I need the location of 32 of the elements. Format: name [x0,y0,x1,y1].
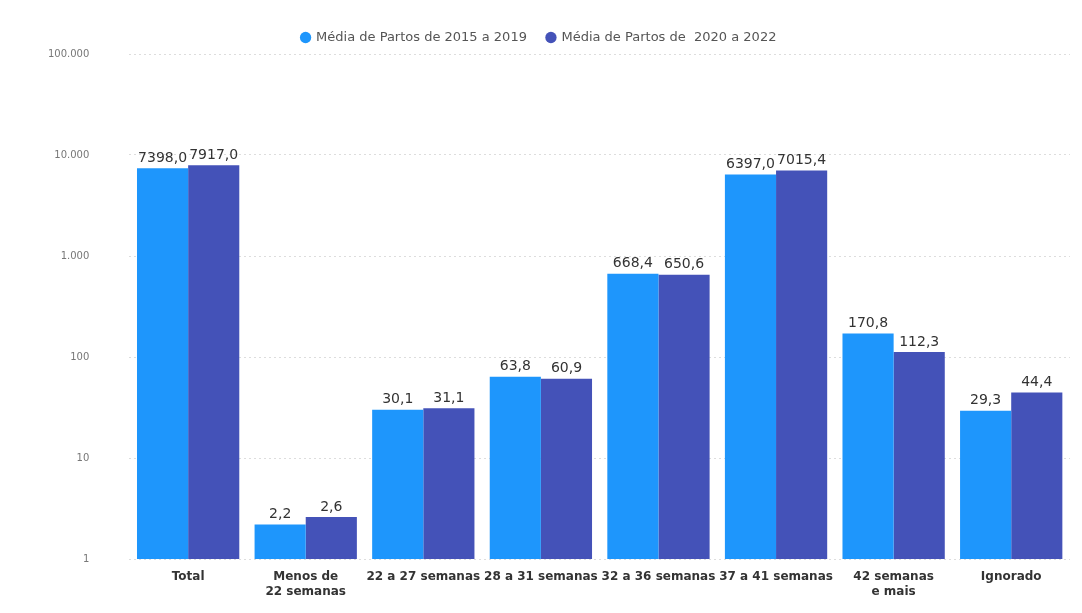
legend-label: Média de Partos de 2015 a 2019 [316,28,527,44]
data-label: 29,3 [970,391,1002,408]
y-tick-label: 100.000 [47,47,90,59]
y-tick-label: 10 [76,451,90,463]
data-label: 668,4 [612,254,654,271]
data-label: 7917,0 [189,145,239,162]
data-label: 31,1 [433,388,465,405]
data-label: 7398,0 [138,148,188,165]
x-tick-label: Total [171,569,205,584]
x-tick-label: 42 semanas e mais [853,569,934,598]
data-label: 650,6 [663,255,705,272]
x-tick-label: Menos de 22 semanas [265,569,346,598]
data-label: 112,3 [899,332,940,349]
y-tick-label: 10.000 [54,148,90,160]
x-tick-label: 22 a 27 semanas [366,569,481,584]
x-tick-label: 37 a 41 semanas [719,569,833,584]
data-label: 30,1 [382,390,414,407]
data-label: 44,4 [1021,373,1053,390]
data-label: 7015,4 [777,151,827,168]
y-tick-label: 1.000 [60,249,90,261]
data-label: 2,6 [320,497,343,514]
legend-label: Média de Partos de 2020 a 2022 [561,28,777,44]
data-label: 60,9 [550,359,583,376]
y-tick-label: 1 [82,552,90,564]
data-label: 63,8 [499,357,531,374]
x-tick-label: Ignorado [980,569,1042,584]
y-tick-label: 100 [70,350,90,362]
data-label: 170,8 [848,314,889,331]
x-tick-label: 32 a 36 semanas [601,569,716,584]
data-label: 2,2 [269,505,292,522]
x-tick-label: 28 a 31 semanas [484,569,598,584]
data-label: 6397,0 [725,155,775,172]
